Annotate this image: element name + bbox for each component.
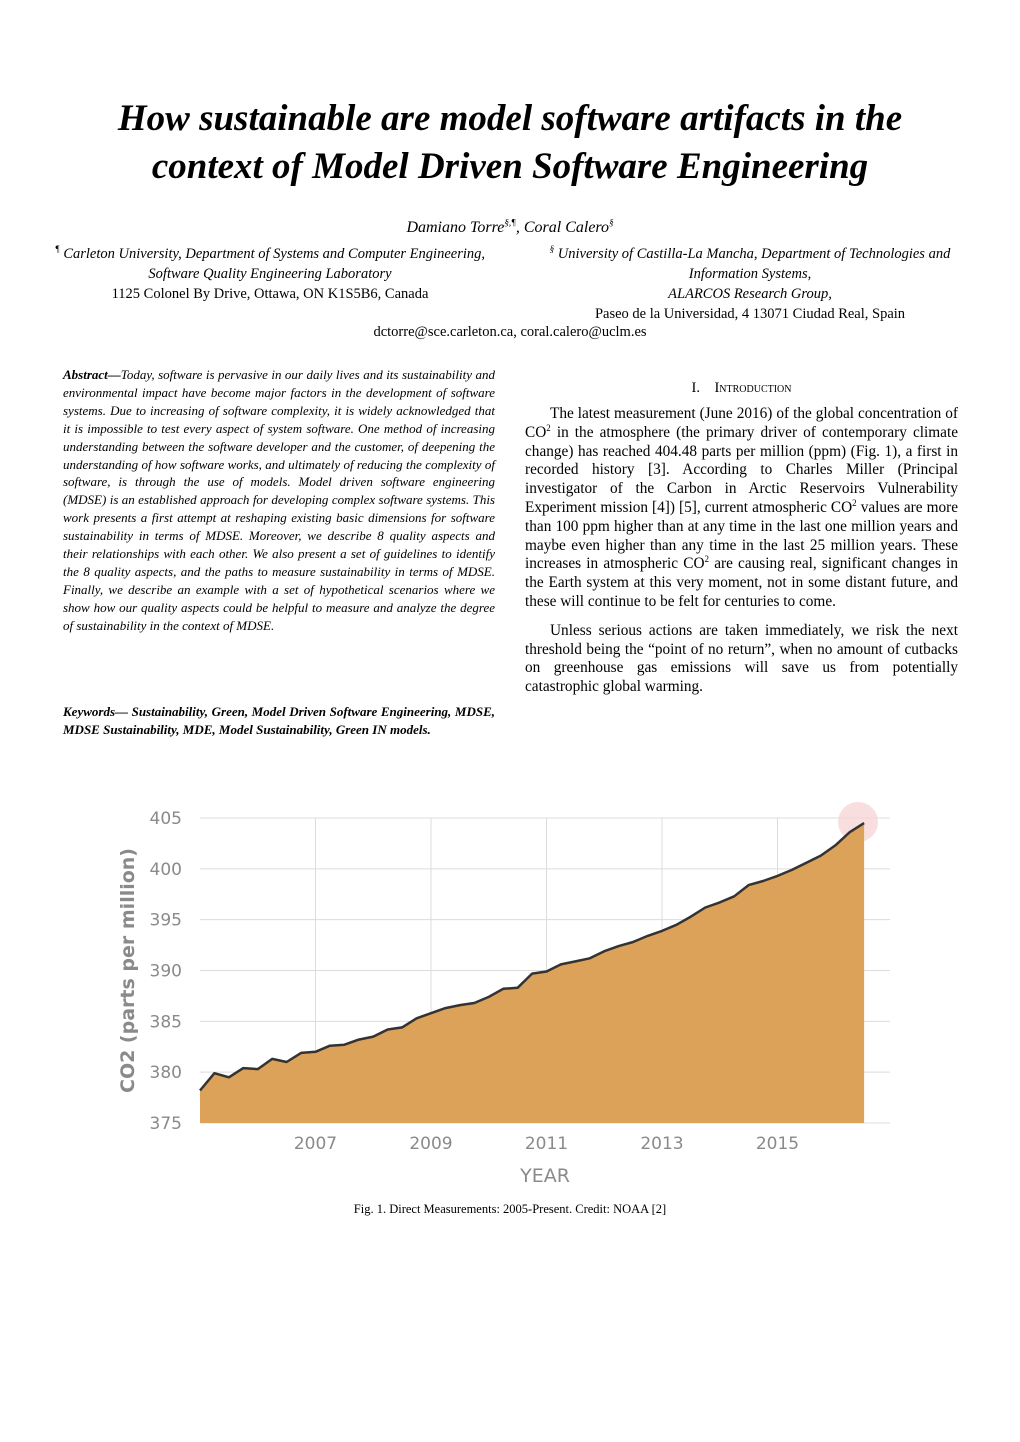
paper-title: How sustainable are model software artif… bbox=[117, 98, 903, 187]
affiliation-line: ALARCOS Research Group, bbox=[520, 284, 980, 304]
section-title: Introduction bbox=[714, 380, 792, 396]
paragraph: The latest measurement (June 2016) of th… bbox=[525, 405, 958, 612]
x-axis-title: YEAR bbox=[519, 1165, 570, 1187]
affiliation-text: ALARCOS Research Group, bbox=[668, 286, 832, 302]
authors: Damiano Torre§,¶, Coral Calero§ bbox=[0, 217, 1020, 237]
keywords-label: Keywords— bbox=[63, 704, 128, 719]
author-name: , Coral Calero bbox=[515, 219, 610, 236]
area bbox=[200, 823, 865, 1123]
text-run: are causing real, significant changes in… bbox=[525, 555, 958, 610]
author-mark: §,¶ bbox=[504, 217, 516, 228]
affiliation-line: Software Quality Engineering Laboratory bbox=[40, 264, 500, 284]
text-run: The latest measurement (June 2016) of th… bbox=[525, 405, 958, 441]
chart: 375 380 385 390 395 400 405 2007 2009 2011 2013 201… bbox=[117, 802, 890, 1187]
affiliation: § University of Castilla-La Mancha, Depa… bbox=[520, 244, 980, 324]
y-tick-label: 375 bbox=[150, 1114, 182, 1134]
y-tick-label: 385 bbox=[150, 1012, 182, 1032]
keywords-text: Sustainability, Green, Model Driven Soft… bbox=[63, 704, 495, 737]
y-tick-label: 380 bbox=[150, 1063, 182, 1083]
affiliation-mark: § bbox=[549, 244, 555, 255]
affiliation-text: 1125 Colonel By Drive, Ottawa, ON K1S5B6… bbox=[111, 286, 429, 302]
text-run: Unless serious actions are taken immedia… bbox=[525, 621, 958, 696]
abstract-text: Today, software is pervasive in our dail… bbox=[63, 367, 495, 633]
affiliation: ¶ Carleton University, Department of Sys… bbox=[40, 244, 500, 304]
x-tick-label: 2011 bbox=[525, 1134, 568, 1154]
text-run: in the atmosphere (the primary driver of… bbox=[525, 423, 958, 516]
highlight bbox=[838, 802, 878, 842]
affiliation-mark: ¶ bbox=[54, 244, 60, 255]
keywords: Keywords— Sustainability, Green, Model D… bbox=[63, 703, 495, 739]
y-tick-label: 405 bbox=[150, 809, 182, 829]
author-name: Damiano Torre bbox=[406, 219, 505, 236]
y-tick-label: 395 bbox=[150, 911, 182, 931]
x-tick-label: 2007 bbox=[294, 1134, 337, 1154]
section-body: The latest measurement (June 2016) of th… bbox=[525, 405, 958, 707]
abstract-label: Abstract— bbox=[63, 367, 121, 382]
y-axis-title: CO2 (parts per million) bbox=[117, 848, 139, 1093]
section-number: I. bbox=[691, 380, 700, 396]
line bbox=[199, 822, 865, 1092]
abstract: Abstract—Today, software is pervasive in… bbox=[63, 366, 495, 635]
text-run: values are more than 100 ppm higher than… bbox=[525, 498, 958, 573]
affiliation-text: Carleton University, Department of Syste… bbox=[63, 246, 485, 262]
affiliation-line: § University of Castilla-La Mancha, Depa… bbox=[520, 244, 980, 284]
superscript: 2 bbox=[852, 497, 857, 508]
affiliation-line: Paseo de la Universidad, 4 13071 Ciudad … bbox=[520, 304, 980, 324]
superscript: 2 bbox=[704, 554, 710, 565]
x-tick-label: 2009 bbox=[409, 1134, 452, 1154]
x-tick-label: 2015 bbox=[756, 1134, 799, 1154]
affiliation-text: University of Castilla-La Mancha, Depart… bbox=[557, 246, 951, 282]
y-tick-label: 400 bbox=[150, 860, 182, 880]
author-mark: § bbox=[609, 217, 614, 228]
affiliation-line: 1125 Colonel By Drive, Ottawa, ON K1S5B6… bbox=[40, 284, 500, 304]
x-tick-label: 2013 bbox=[640, 1134, 683, 1154]
paragraph: Unless serious actions are taken immedia… bbox=[525, 622, 958, 697]
figure-caption: Fig. 1. Direct Measurements: 2005-Presen… bbox=[353, 1202, 667, 1216]
email: dctorre@sce.carleton.ca, coral.calero@uc… bbox=[373, 324, 647, 340]
y-tick-label: 390 bbox=[150, 962, 182, 982]
affiliation-text: Software Quality Engineering Laboratory bbox=[148, 266, 392, 282]
superscript: 2 bbox=[546, 422, 551, 433]
affiliation-line: ¶ Carleton University, Department of Sys… bbox=[40, 244, 500, 264]
section-heading: I. Introduction bbox=[525, 380, 958, 397]
affiliation-text: Paseo de la Universidad, 4 13071 Ciudad … bbox=[594, 306, 906, 322]
